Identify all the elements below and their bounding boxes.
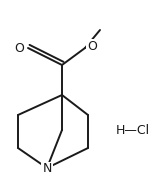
Text: N: N xyxy=(42,162,52,175)
Text: O: O xyxy=(14,41,24,55)
Text: H—Cl: H—Cl xyxy=(116,123,150,137)
Text: O: O xyxy=(87,40,97,52)
